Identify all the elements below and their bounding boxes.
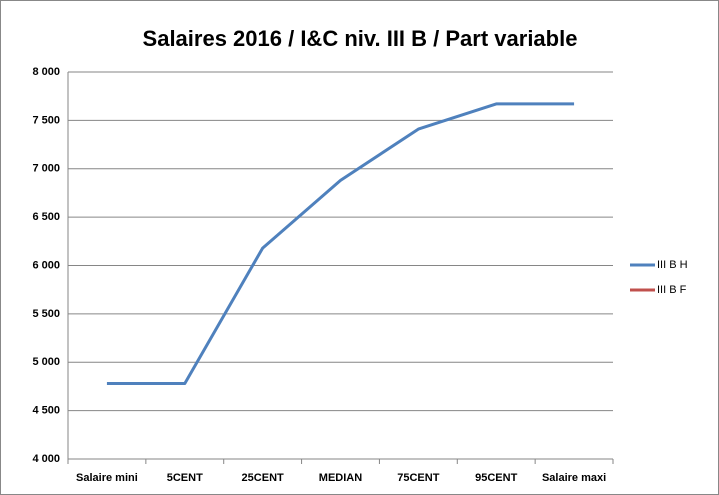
y-tick-label: 7 500	[32, 114, 60, 126]
y-tick-label: 8 000	[32, 66, 60, 78]
y-tick-label: 7 000	[32, 163, 60, 175]
chart-title: Salaires 2016 / I&C niv. III B / Part va…	[143, 26, 578, 51]
y-tick-label: 6 000	[32, 259, 60, 271]
data-line	[106, 102, 575, 386]
x-tick-label: Salaire maxi	[542, 472, 606, 484]
y-tick-label: 4 500	[32, 405, 60, 417]
y-tick-label: 5 000	[32, 356, 60, 368]
x-tick-label: 75CENT	[397, 472, 439, 484]
legend-label: III B F	[657, 284, 687, 296]
x-tick-label: 25CENT	[242, 472, 284, 484]
x-tick-label: 95CENT	[475, 472, 517, 484]
x-tick-label: 5CENT	[167, 472, 203, 484]
y-tick-label: 5 500	[32, 308, 60, 320]
y-tick-label: 4 000	[32, 453, 60, 465]
legend-label: III B H	[657, 259, 688, 271]
y-tick-label: 6 500	[32, 211, 60, 223]
x-tick-label: Salaire mini	[76, 472, 138, 484]
x-tick-label: MEDIAN	[319, 472, 362, 484]
